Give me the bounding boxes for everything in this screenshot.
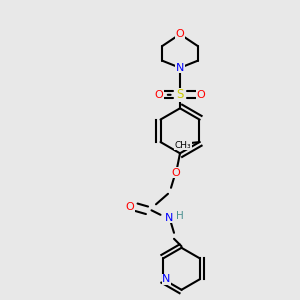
Text: S: S [176, 88, 184, 101]
Text: N: N [165, 213, 174, 223]
Text: CH₃: CH₃ [175, 140, 191, 150]
Text: O: O [196, 90, 206, 100]
Text: O: O [176, 29, 184, 39]
Text: H: H [176, 211, 183, 221]
Text: O: O [125, 202, 134, 212]
Text: N: N [176, 63, 184, 73]
Text: O: O [154, 90, 164, 100]
Text: O: O [171, 168, 180, 178]
Text: N: N [162, 274, 170, 284]
